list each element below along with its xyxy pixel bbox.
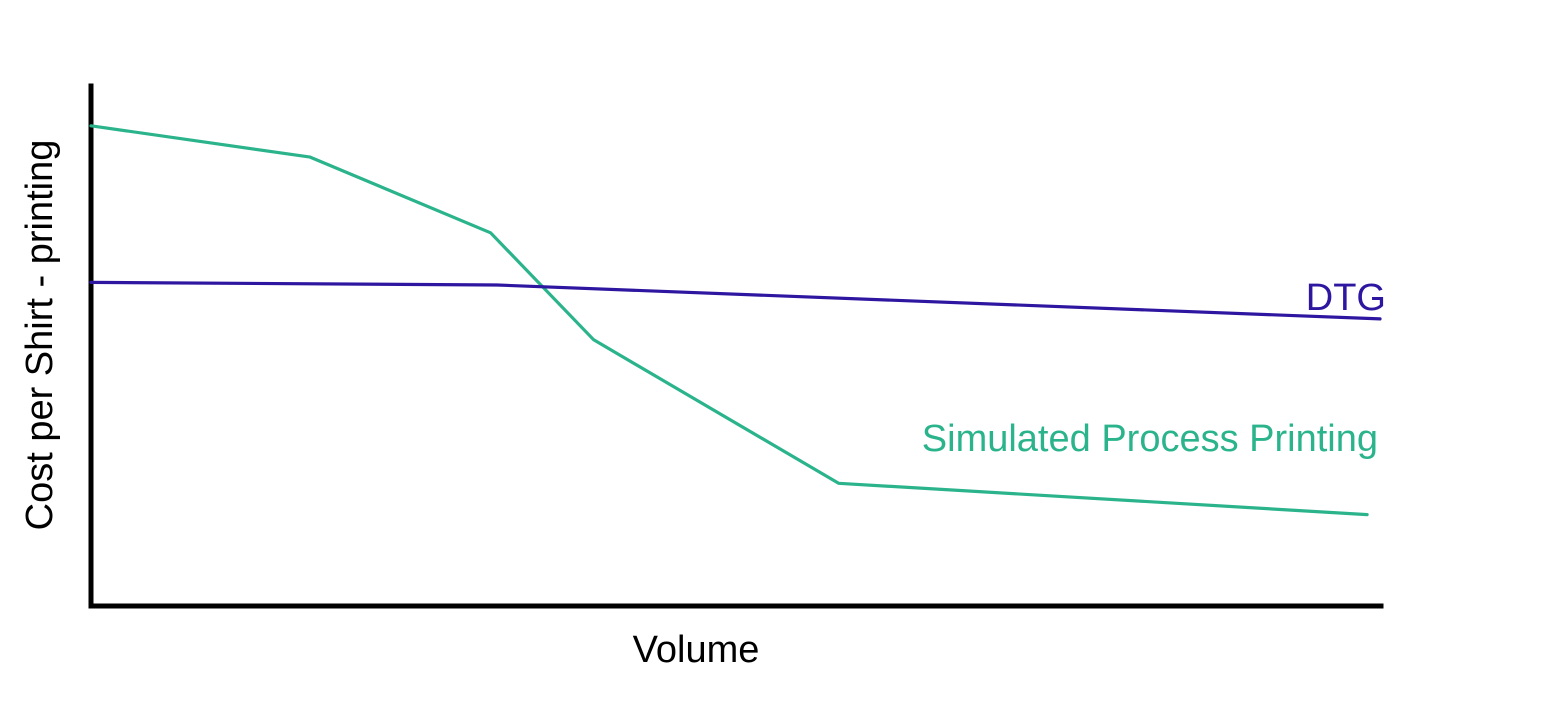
y-axis-label: Cost per Shirt - printing	[19, 140, 61, 531]
series-layer	[89, 124, 1382, 517]
x-axis-label: Volume	[633, 629, 760, 671]
simulated-process-printing-series-label: Simulated Process Printing	[922, 418, 1378, 460]
dtg-series-label: DTG	[1306, 277, 1386, 319]
dtg-series-line	[89, 280, 1382, 321]
